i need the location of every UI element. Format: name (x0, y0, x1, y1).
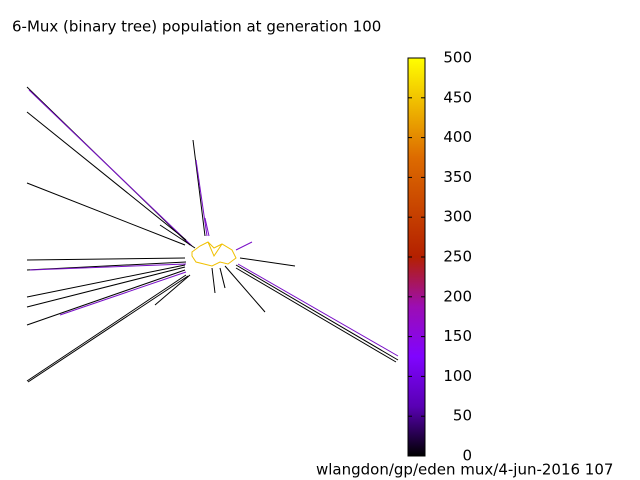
colorbar-tick-label: 200 (443, 287, 472, 305)
colorbar-tick-label: 100 (443, 367, 472, 385)
tree-branch (237, 263, 399, 357)
tree-branch (219, 267, 226, 289)
tree-branch (28, 89, 193, 247)
footer: wlangdon/gp/eden mux/4-jun-2016 107 (316, 461, 613, 479)
tree-branch (235, 267, 397, 363)
tree-branch (26, 257, 186, 261)
tree-branch (204, 217, 210, 237)
tree-branch (235, 264, 399, 361)
colorbar-tick-label: 300 (443, 208, 472, 226)
tree (26, 86, 399, 383)
tree-branch (26, 182, 186, 246)
tree-branch (154, 274, 191, 306)
tree-branch (27, 275, 189, 383)
tree-branch (59, 271, 187, 316)
tree-branch (224, 265, 266, 313)
tree-branch (26, 269, 186, 326)
colorbar-tick-label: 350 (443, 168, 472, 186)
tree-branch (159, 224, 196, 249)
tree-branch (211, 267, 216, 294)
tree-branch (26, 266, 186, 308)
tree-branch (192, 139, 206, 237)
colorbar-tick-label: 150 (443, 327, 472, 345)
colorbar-tick-label: 450 (443, 88, 472, 106)
tree-branch (239, 257, 296, 267)
tree-core (191, 241, 237, 267)
tree-branch (26, 111, 187, 241)
chart-title: 6-Mux (binary tree) population at genera… (12, 18, 381, 36)
tree-branch (26, 264, 186, 298)
colorbar-tick-label: 0 (462, 447, 472, 465)
tree-branch (26, 274, 187, 382)
colorbar-tick-label: 500 (443, 49, 472, 67)
tree-branch (235, 241, 253, 251)
colorbar-tick-label: 50 (453, 407, 472, 425)
colorbar-tick-label: 400 (443, 128, 472, 146)
tree-branch (195, 159, 208, 237)
colorbar-tick-label: 250 (443, 248, 472, 266)
tree-branch (29, 263, 187, 271)
